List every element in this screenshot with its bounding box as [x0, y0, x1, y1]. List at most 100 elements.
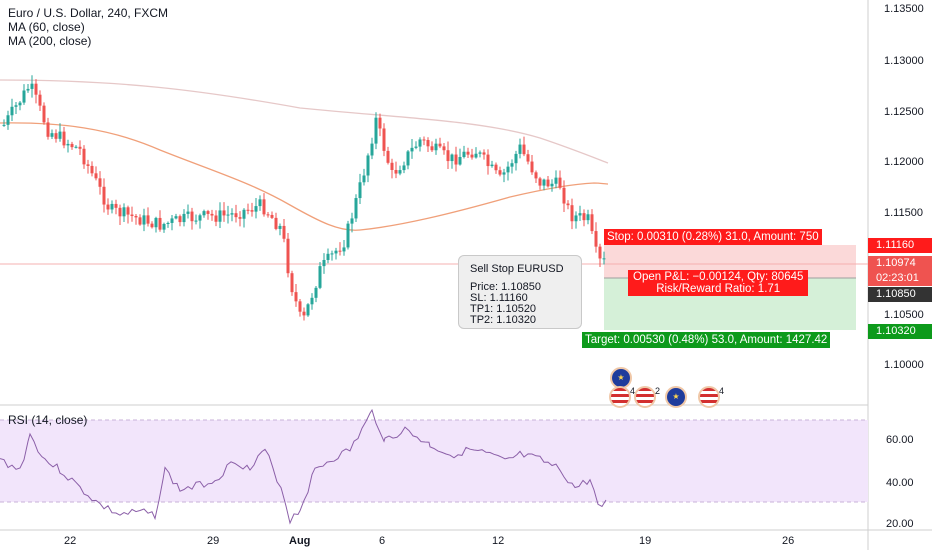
candle-body [482, 152, 486, 155]
candle-body [90, 165, 94, 174]
candle-body [142, 215, 146, 225]
candle-body [46, 122, 50, 137]
us-flag-icon[interactable]: 4 [698, 386, 724, 408]
candle-body [406, 151, 410, 166]
rsi-legend[interactable]: RSI (14, close) [8, 413, 88, 427]
candle-body [214, 215, 218, 222]
order-info-box[interactable]: Sell Stop EURUSD Price: 1.10850 SL: 1.11… [458, 255, 582, 329]
candle-body [146, 215, 150, 224]
candle-body [286, 238, 290, 274]
candle-body [358, 182, 362, 199]
candle-body [586, 214, 590, 221]
candle-body [418, 139, 422, 147]
candle-body [414, 146, 418, 148]
target-label[interactable]: Target: 0.00530 (0.48%) 53.0, Amount: 14… [582, 332, 831, 348]
candle-body [498, 170, 502, 175]
candle-body [10, 106, 14, 116]
candle-body [106, 204, 110, 210]
time-tick: 22 [64, 535, 76, 547]
time-tick: Aug [289, 535, 310, 547]
candle-body [362, 175, 366, 183]
stop-label[interactable]: Stop: 0.00310 (0.28%) 31.0, Amount: 750 [604, 229, 822, 245]
us-flag-icon[interactable]: 2 [634, 386, 660, 408]
candle-body [322, 259, 326, 267]
candle-body [478, 152, 482, 154]
candle-body [302, 311, 306, 316]
candle-body [166, 222, 170, 224]
candle-body [326, 253, 330, 260]
candle-body [402, 165, 406, 171]
ma60-legend[interactable]: MA (60, close) [8, 20, 85, 34]
eu-flag-icon[interactable]: ★ [665, 386, 687, 408]
rsi-axis: 60.00 40.00 20.00 [886, 434, 914, 530]
candle-body [382, 128, 386, 151]
candle-body [126, 207, 130, 215]
candle-body [154, 217, 158, 228]
candle-body [234, 213, 238, 218]
time-tick: 26 [782, 535, 794, 547]
price-tick: 1.10500 [884, 309, 924, 321]
candle-body [598, 246, 602, 259]
candle-body [262, 199, 266, 215]
candle-body [514, 153, 518, 164]
candle-body [98, 178, 102, 187]
candle-body [442, 146, 446, 151]
candle-body [246, 209, 250, 211]
order-tp2: TP2: 1.10320 [470, 314, 537, 326]
candle-body [354, 198, 358, 219]
candle-body [222, 210, 226, 216]
candle-body [546, 179, 550, 187]
candle-body [450, 154, 454, 162]
candle-body [82, 148, 86, 165]
price-tick: 1.12500 [884, 106, 924, 118]
candle-body [538, 178, 542, 186]
candle-body [242, 209, 246, 219]
symbol-legend[interactable]: Euro / U.S. Dollar, 240, FXCM [8, 6, 169, 20]
candle-body [274, 217, 278, 229]
stop-price-label: 1.11160 [868, 238, 932, 253]
us-flag-icon[interactable]: 4 [609, 386, 635, 408]
candle-body [226, 214, 230, 216]
candle-body [54, 133, 58, 139]
candle-body [186, 211, 190, 214]
candle-body [410, 147, 414, 152]
candle-body [174, 216, 178, 219]
time-axis: 22 29 Aug 6 12 19 26 [64, 535, 794, 547]
target-price-label: 1.10320 [868, 324, 932, 339]
candle-body [306, 304, 310, 316]
candle-body [6, 115, 10, 125]
countdown-label: 02:23:01 [868, 271, 932, 286]
rsi-line [0, 408, 607, 525]
candle-body [390, 162, 394, 170]
ma200-line [0, 79, 609, 164]
candle-body [58, 131, 62, 139]
candle-body [86, 164, 90, 166]
ma200-legend[interactable]: MA (200, close) [8, 34, 92, 48]
candle-body [594, 231, 598, 247]
event-count: 4 [718, 386, 724, 396]
candle-body [42, 105, 46, 123]
candle-body [178, 216, 182, 223]
candle-body [566, 203, 570, 206]
open-pl-text: Open P&L: −0.00124, Qty: 80645 [633, 271, 804, 283]
candle-body [158, 217, 162, 230]
candle-body [230, 213, 234, 215]
pl-label[interactable]: Open P&L: −0.00124, Qty: 80645 Risk/Rewa… [628, 270, 809, 296]
candle-body [346, 223, 350, 248]
order-price: Price: 1.10850 [470, 281, 541, 293]
candle-body [470, 154, 474, 158]
candle-body [290, 273, 294, 293]
candle-body [334, 250, 338, 254]
price-tick: 1.11500 [884, 207, 923, 219]
candle-body [182, 213, 186, 223]
risk-reward-text: Risk/Reward Ratio: 1.71 [656, 283, 781, 295]
candle-body [522, 144, 526, 155]
candle-body [62, 131, 66, 146]
candle-body [130, 214, 134, 216]
candle-body [254, 206, 258, 212]
rsi-series [0, 408, 607, 525]
candle-body [330, 253, 334, 255]
candle-body [318, 266, 322, 288]
